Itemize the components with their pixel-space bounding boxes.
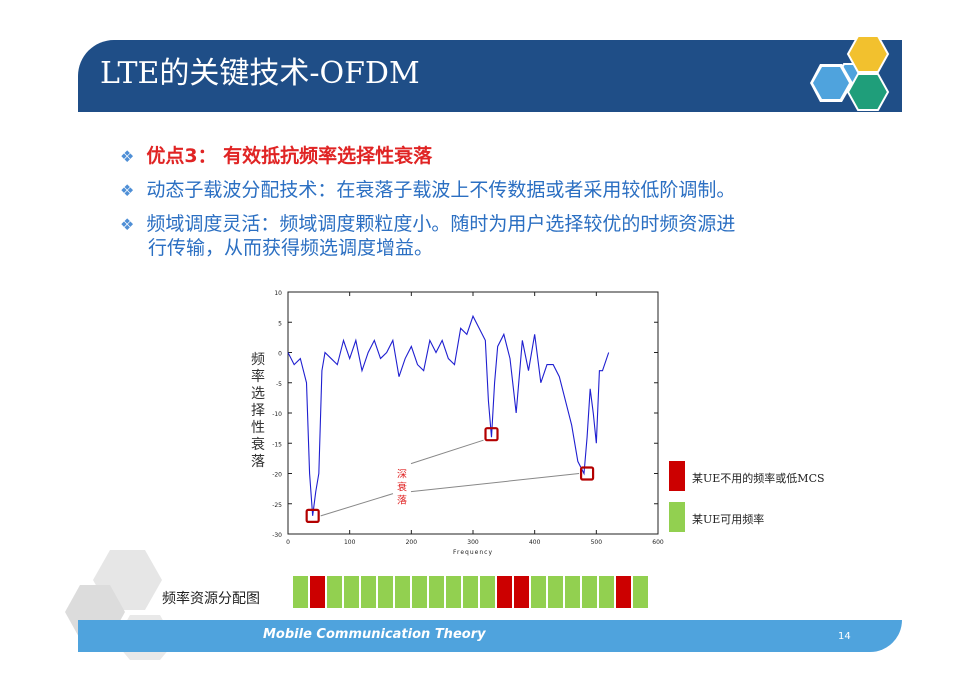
resource-allocation-label: 频率资源分配图 (162, 591, 260, 607)
slide-title: LTE的关键技术-OFDM (100, 56, 420, 91)
title-bar (78, 40, 902, 112)
resource-cell-usable (326, 575, 343, 609)
resource-cell-usable (530, 575, 547, 609)
y-axis-label-char: 频 (251, 352, 265, 368)
y-axis-label-char: 择 (251, 403, 265, 419)
resource-cell-usable (428, 575, 445, 609)
x-tick-label: 500 (591, 539, 603, 546)
diamond-bullet-icon: ❖ (120, 147, 135, 166)
x-tick-label: 600 (652, 539, 664, 546)
bullet-3: ❖ 频域调度灵活：频域调度颗粒度小。随时为用户选择较优的时频资源进 (120, 211, 735, 238)
y-axis-label-char: 选 (251, 386, 265, 402)
bullet-2: ❖ 动态子载波分配技术：在衰落子载波上不传数据或者采用较低阶调制。 (120, 177, 735, 204)
deep-fade-marker (305, 508, 320, 523)
y-tick-label: -20 (272, 472, 282, 479)
resource-cell-usable (411, 575, 428, 609)
deep-fade-label: 衰 (397, 481, 407, 494)
bullet-2-text: 动态子载波分配技术：在衰落子载波上不传数据或者采用较低阶调制。 (146, 179, 736, 201)
resource-cell-usable (547, 575, 564, 609)
hexagon-logo-icon (810, 35, 890, 111)
x-tick-label: 200 (406, 539, 418, 546)
legend-label-usable: 某UE可用频率 (692, 513, 765, 526)
bullet-1: ❖ 优点3： 有效抵抗频率选择性衰落 (120, 143, 432, 170)
x-tick-label: 0 (286, 539, 290, 546)
legend-label-unused: 某UE不用的频率或低MCS (692, 472, 825, 485)
diamond-bullet-icon: ❖ (120, 215, 135, 234)
deep-fade-marker (484, 427, 499, 442)
resource-cell-unused (496, 575, 513, 609)
resource-cell-usable (377, 575, 394, 609)
y-axis-label-char: 衰 (251, 436, 265, 453)
annotation-arrow (320, 493, 394, 517)
resource-cell-unused (615, 575, 632, 609)
resource-cell-usable (462, 575, 479, 609)
y-axis-label-char: 率 (251, 368, 265, 385)
resource-cell-usable (598, 575, 615, 609)
resource-cell-usable (394, 575, 411, 609)
resource-cell-usable (564, 575, 581, 609)
resource-cell-usable (581, 575, 598, 609)
y-tick-label: -15 (272, 441, 282, 448)
deep-fade-marker (579, 466, 595, 481)
resource-cell-usable (343, 575, 360, 609)
y-tick-label: -5 (276, 381, 282, 388)
x-axis-label: Frequency (453, 549, 493, 556)
y-tick-label: 10 (274, 290, 282, 297)
resource-cell-usable (479, 575, 496, 609)
plot-frame (287, 291, 659, 535)
resource-cell-usable (445, 575, 462, 609)
resource-cell-unused (513, 575, 530, 609)
resource-cell-usable (360, 575, 377, 609)
resource-allocation-bar (292, 575, 649, 609)
y-tick-label: -25 (272, 502, 282, 509)
footer-bar (78, 620, 902, 652)
y-tick-label: 5 (278, 320, 282, 327)
resource-cell-unused (309, 575, 326, 609)
legend-swatch-unused (669, 461, 685, 491)
bullet-3-text: 频域调度灵活：频域调度颗粒度小。随时为用户选择较优的时频资源进 (146, 213, 736, 235)
frequency-selective-fading-chart: 10 5 0 -5 -10 -15 -20 -25 -30 0 100 200 300 400 500 600… (251, 290, 664, 556)
x-tick-label: 300 (467, 539, 479, 546)
x-tick-label: 100 (344, 539, 356, 546)
fading-series-line (287, 314, 610, 516)
y-tick-label: 0 (278, 351, 282, 358)
bullet-1-text: 优点3： 有效抵抗频率选择性衰落 (146, 145, 433, 167)
deep-fade-label: 深 (397, 469, 407, 481)
page-number: 14 (838, 631, 851, 642)
footer-title: Mobile Communication Theory (263, 627, 486, 642)
resource-cell-usable (292, 575, 309, 609)
legend-swatch-usable (669, 502, 685, 532)
resource-cell-usable (632, 575, 649, 609)
diamond-bullet-icon: ❖ (120, 181, 135, 200)
y-tick-label: -10 (272, 411, 282, 418)
y-tick-label: -30 (272, 532, 282, 539)
y-axis-label-char: 落 (251, 454, 265, 470)
annotation-arrow (410, 473, 580, 493)
y-axis-label-char: 性 (251, 420, 265, 436)
annotation-arrow (410, 439, 484, 465)
x-tick-label: 400 (529, 539, 541, 546)
bullet-3-continuation: 行传输，从而获得频选调度增益。 (148, 237, 434, 259)
deep-fade-label: 落 (397, 495, 407, 507)
